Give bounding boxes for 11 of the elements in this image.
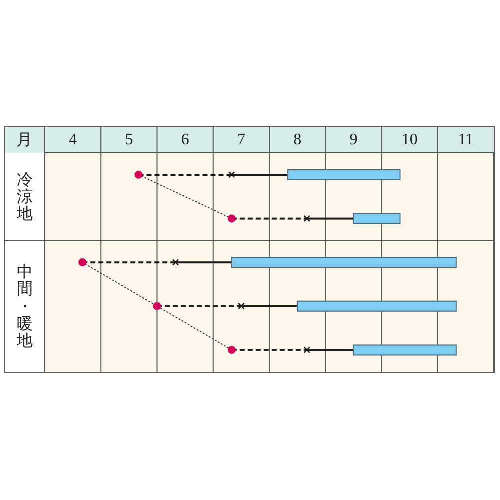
x-axis-title: 月 xyxy=(5,127,45,153)
x-tick-label: 4 xyxy=(69,132,78,148)
text: 中間・暖地 xyxy=(17,262,33,350)
x-tick-label: 8 xyxy=(294,132,302,148)
x-tick-label: 7 xyxy=(237,132,246,148)
text: 冷涼地 xyxy=(17,170,33,224)
x-tick-label: 11 xyxy=(458,132,474,148)
x-tick-label: 10 xyxy=(402,132,418,148)
x-tick-label: 9 xyxy=(350,132,358,148)
x-tick-label: 6 xyxy=(181,132,190,148)
x-tick-label: 5 xyxy=(125,132,134,148)
